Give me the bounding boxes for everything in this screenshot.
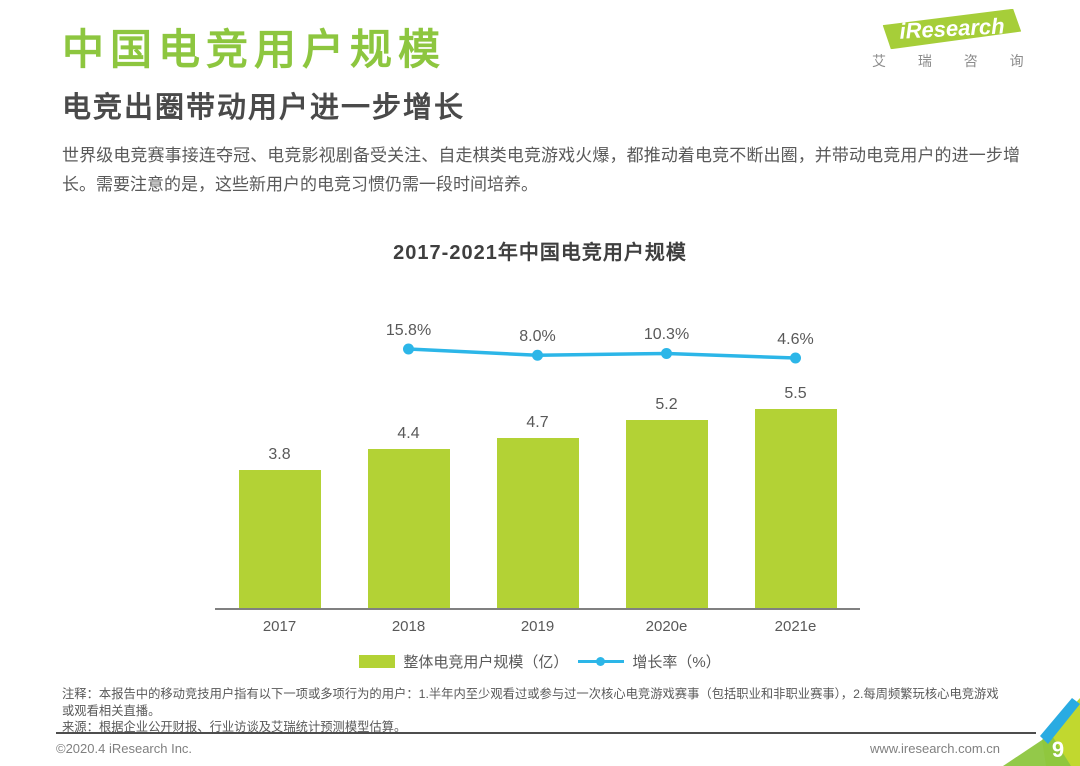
bar-value-label: 5.5 — [784, 384, 807, 402]
bar-value-label: 5.2 — [655, 395, 678, 413]
x-axis-label-2017: 2017 — [262, 618, 297, 635]
page-title: 中国电竞用户规模 — [62, 26, 447, 73]
footer-website-link[interactable]: www.iresearch.com.cn — [869, 741, 1000, 756]
growth-point-marker — [403, 343, 414, 355]
footer-copyright: ©2020.4 iResearch Inc. — [56, 741, 193, 756]
bar-value-label: 4.4 — [397, 424, 420, 442]
x-axis-label-2018: 2018 — [391, 618, 426, 635]
chart-plot-area: 2017 2018 2019 2020e 2021e 3.8 4.4 4.7 5.2 5.5 15… — [215, 322, 860, 635]
growth-rate-label: 8.0% — [519, 328, 556, 346]
growth-rate-label: 4.6% — [777, 331, 814, 348]
x-axis-labels: 2017 2018 2019 2020e 2021e — [215, 618, 860, 638]
bar-2017 — [238, 470, 321, 608]
chart-legend: 整体电竞用户规模（亿） 增长率（%） — [0, 651, 1080, 672]
intro-paragraph: 世界级电竞赛事接连夺冠、电竞影视剧备受关注、自走棋类电竞游戏火爆，都推动着电竞不… — [62, 146, 1020, 194]
footer-divider — [56, 732, 1036, 734]
growth-rate-label: 10.3% — [643, 326, 690, 344]
logo-i-dot-icon — [896, 9, 905, 18]
bar-2021e — [754, 408, 837, 608]
page-subtitle: 电竞出圈带动用户进一步增长 — [62, 92, 466, 124]
growth-rate-label: 15.8% — [385, 322, 432, 340]
iresearch-logo-mark: iResearch — [882, 8, 1022, 49]
chart-title: 2017-2021年中国电竞用户规模 — [393, 242, 687, 264]
corner-decoration: 9 — [1003, 698, 1080, 766]
growth-point-marker — [661, 347, 672, 359]
logo-caption: 艾 瑞 咨 询 — [872, 53, 1038, 69]
x-axis-label-2021e: 2021e — [774, 618, 817, 635]
growth-line-chart — [403, 343, 801, 364]
x-axis-label-2019: 2019 — [520, 618, 555, 635]
logo-brand-text: iResearch — [898, 13, 1006, 44]
legend-item-line: 增长率（%） — [578, 651, 721, 672]
legend-item-bar: 整体电竞用户规模（亿） — [359, 651, 568, 672]
note-source: 来源：根据企业公开财报、行业访谈及艾瑞统计预测模型估算。 — [62, 720, 407, 734]
footnotes: 注释：本报告中的移动竞技用户指有以下一项或多项行为的用户：1.半年内至少观看过或… — [62, 686, 1008, 736]
line-legend-swatch-icon — [578, 655, 625, 668]
bar-2019 — [496, 437, 579, 608]
legend-bar-label: 整体电竞用户规模（亿） — [403, 654, 569, 671]
x-axis-label-2020e: 2020e — [645, 618, 688, 635]
growth-point-marker — [532, 349, 543, 361]
growth-point-marker — [790, 352, 801, 364]
bar-value-label: 4.7 — [526, 413, 549, 431]
x-axis-line — [215, 608, 860, 610]
bar-2018 — [367, 448, 450, 608]
iresearch-logo: iResearch 艾 瑞 咨 询 — [872, 12, 1032, 71]
note-annotation: 注释：本报告中的移动竞技用户指有以下一项或多项行为的用户：1.半年内至少观看过或… — [62, 687, 999, 718]
bar-value-label: 3.8 — [268, 446, 291, 464]
legend-line-label: 增长率（%） — [632, 654, 721, 671]
bar-2020e — [625, 419, 708, 608]
bar-legend-swatch-icon — [359, 655, 396, 668]
page-number: 9 — [1052, 737, 1064, 762]
